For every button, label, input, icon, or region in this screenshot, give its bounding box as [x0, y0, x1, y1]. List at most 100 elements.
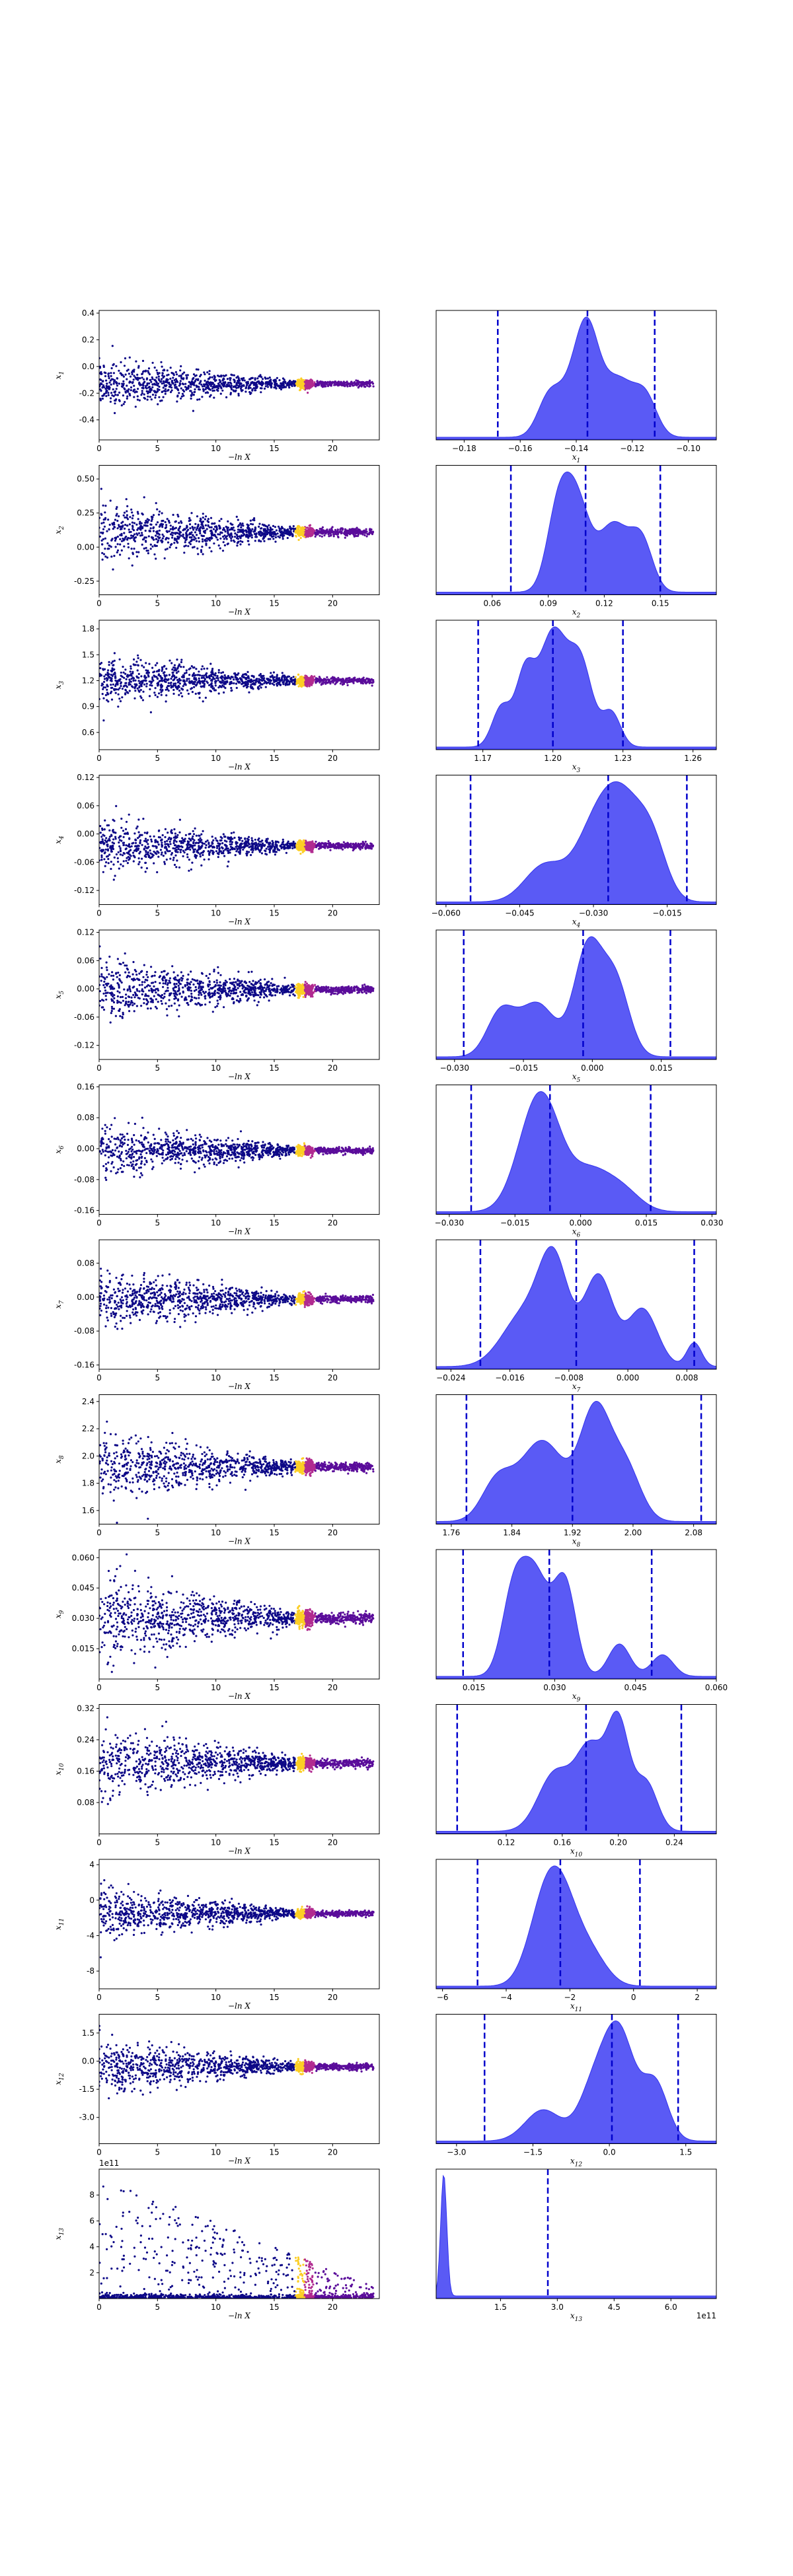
trace-ytick-label: 0.50: [77, 474, 94, 483]
trace-point: [358, 678, 361, 681]
trace-point: [172, 682, 175, 685]
trace-point: [100, 522, 103, 524]
trace-point: [207, 524, 209, 527]
trace-point: [272, 671, 275, 674]
trace-point: [256, 680, 258, 682]
trace-point: [107, 375, 110, 378]
trace-point: [192, 830, 194, 832]
trace-point: [155, 381, 158, 384]
trace-point: [110, 677, 113, 680]
trace-point: [313, 675, 316, 678]
trace-point: [231, 689, 233, 692]
trace-point: [178, 522, 180, 524]
trace-point: [235, 383, 238, 386]
trace-point: [130, 548, 133, 550]
trace-point: [114, 411, 116, 415]
trace-point: [251, 851, 254, 853]
trace-point: [225, 676, 229, 679]
trace-point: [254, 389, 257, 392]
trace-point: [249, 519, 252, 522]
trace-point: [365, 383, 368, 386]
trace-point: [278, 379, 281, 382]
trace-point: [246, 854, 248, 857]
trace-point: [112, 664, 114, 667]
trace-point: [219, 547, 221, 550]
trace-point: [111, 670, 114, 672]
trace-point: [140, 866, 143, 869]
trace-point: [106, 848, 109, 851]
trace-point: [110, 861, 112, 863]
trace-point: [218, 375, 221, 378]
trace-point: [105, 677, 108, 680]
trace-point: [206, 380, 208, 384]
trace-point: [137, 818, 140, 821]
trace-point: [208, 677, 211, 680]
trace-point: [358, 385, 361, 388]
trace-point: [243, 533, 246, 536]
trace-point: [153, 862, 155, 865]
trace-point: [274, 536, 277, 539]
trace-point: [142, 387, 145, 390]
trace-point: [311, 528, 314, 530]
trace-point: [106, 556, 109, 559]
trace-point: [113, 555, 116, 557]
trace-point: [132, 515, 134, 517]
trace-point: [128, 523, 131, 526]
trace-xtick-label: 15: [269, 444, 279, 453]
trace-point: [192, 394, 195, 396]
trace-point: [114, 402, 116, 405]
trace-point: [108, 664, 110, 666]
trace-point: [144, 524, 147, 527]
trace-point: [209, 690, 211, 692]
trace-point: [182, 666, 185, 668]
trace-point: [124, 682, 127, 684]
trace-point: [239, 537, 242, 540]
trace-point: [208, 383, 211, 386]
trace-point: [161, 670, 163, 672]
trace-point: [174, 832, 176, 835]
trace-point: [189, 543, 192, 546]
trace-point: [217, 382, 220, 385]
trace-point: [130, 667, 132, 670]
trace-point: [269, 676, 272, 678]
trace-point: [145, 853, 147, 856]
trace-point: [313, 381, 316, 384]
trace-point: [298, 530, 301, 532]
trace-point: [264, 524, 267, 528]
trace-point: [151, 386, 154, 388]
trace-point: [144, 871, 147, 873]
trace-point: [145, 679, 147, 682]
trace-point: [365, 528, 367, 530]
trace-point: [108, 376, 110, 380]
trace-points-x2: [99, 487, 375, 571]
trace-point: [258, 522, 261, 525]
trace-point: [305, 675, 308, 678]
trace-point: [178, 525, 182, 528]
trace-point: [302, 533, 305, 536]
trace-point: [106, 672, 109, 675]
trace-point: [252, 688, 254, 690]
trace-point: [173, 527, 176, 530]
trace-point: [260, 686, 262, 689]
trace-point: [123, 511, 126, 514]
trace-point: [141, 664, 143, 667]
trace-point: [145, 536, 147, 539]
trace-point: [123, 676, 126, 679]
trace-point: [161, 399, 163, 402]
trace-point: [260, 540, 262, 543]
trace-point: [153, 538, 155, 541]
trace-point: [140, 675, 143, 678]
trace-point: [125, 678, 128, 680]
trace-point: [204, 673, 208, 676]
trace-point: [241, 846, 244, 849]
trace-point: [295, 682, 298, 685]
trace-point: [252, 675, 255, 678]
trace-point: [213, 522, 215, 525]
trace-point: [126, 524, 129, 527]
trace-point: [177, 670, 180, 673]
trace-point: [201, 385, 204, 388]
trace-point: [108, 523, 111, 526]
trace-point: [245, 387, 247, 390]
trace-point: [131, 685, 133, 688]
trace-point: [294, 676, 297, 678]
